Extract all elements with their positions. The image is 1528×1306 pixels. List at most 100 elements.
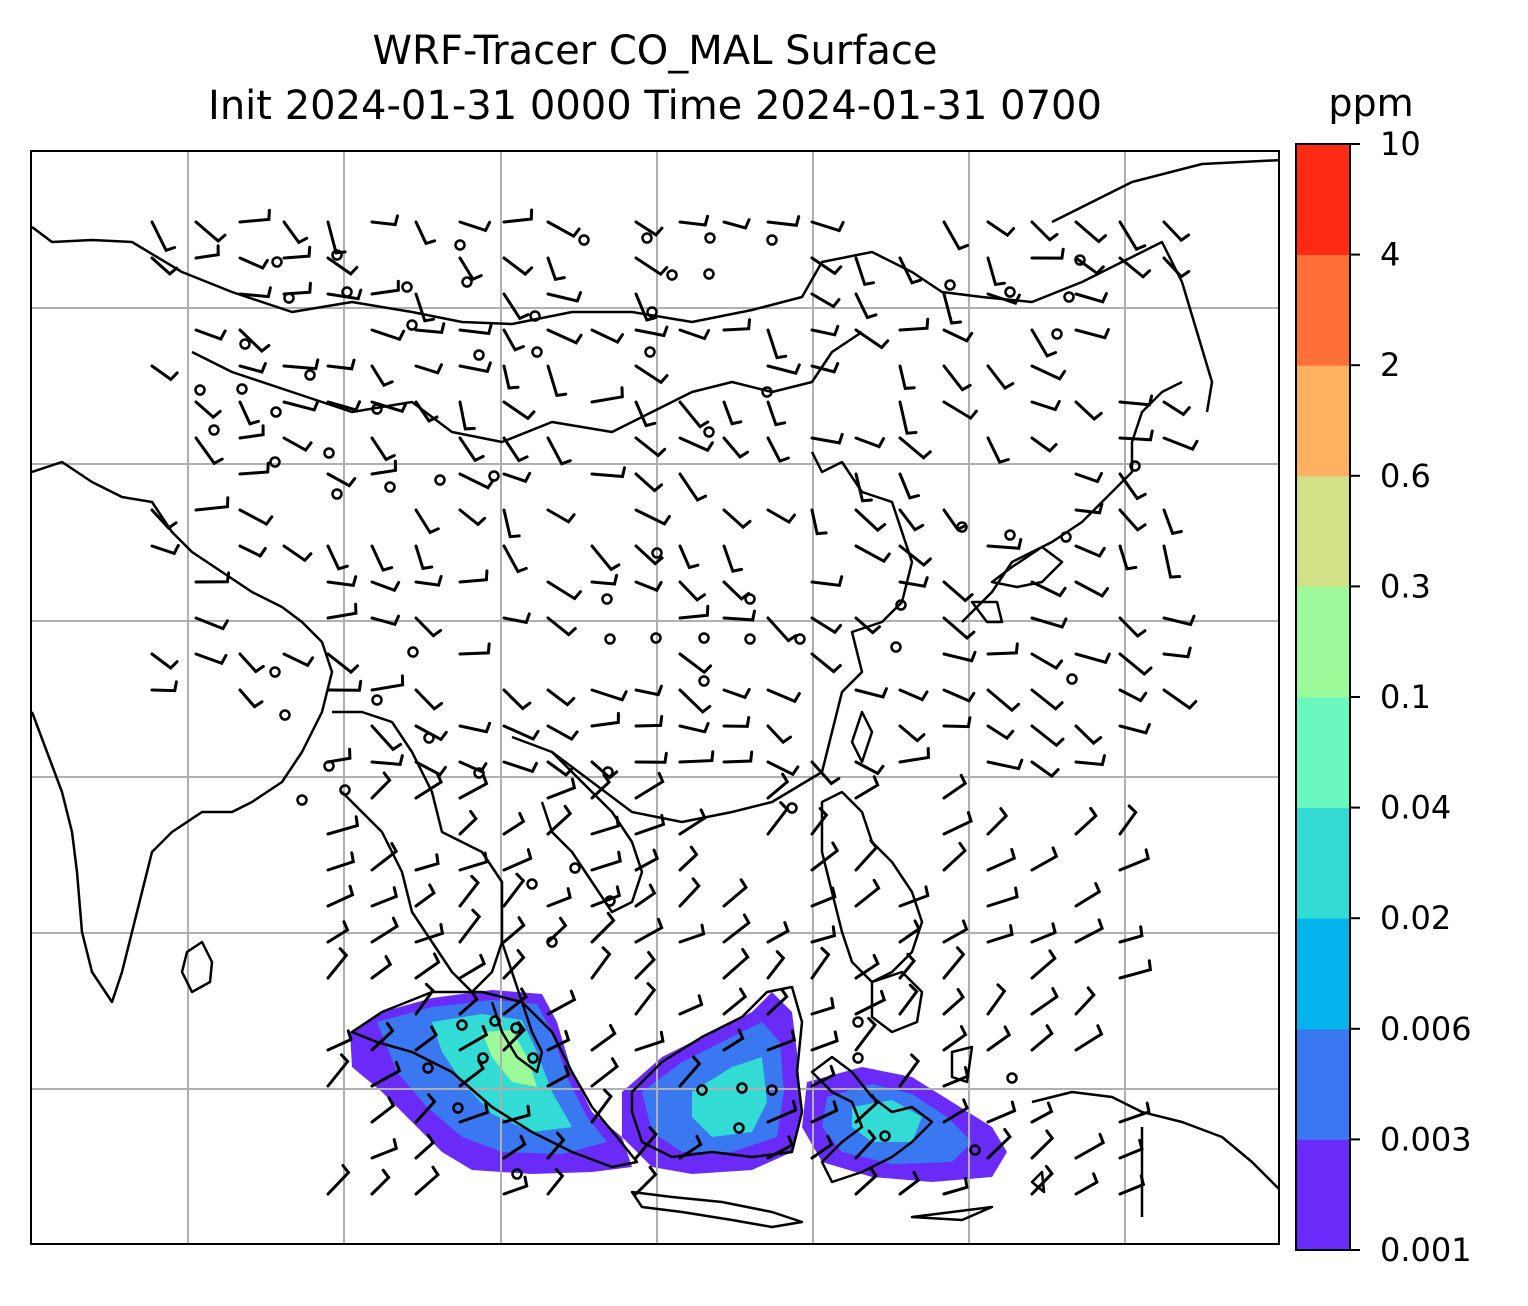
wind-barb — [370, 1022, 395, 1052]
calm-circle — [744, 633, 756, 645]
wind-barb — [282, 281, 312, 296]
wind-barb — [414, 544, 434, 571]
wind-barb — [1074, 292, 1108, 304]
wind-barb — [458, 569, 489, 584]
wind-barb — [810, 292, 841, 309]
coast-vietnam — [540, 751, 644, 914]
wind-barb — [282, 358, 320, 371]
colorbar-ticks: 0.001 0.003 0.006 0.02 0.04 0.1 0.3 0.6 2 4 10 — [1350, 125, 1472, 1269]
wind-barb — [326, 920, 350, 944]
calm-circle — [1060, 531, 1072, 543]
wind-barb — [722, 947, 750, 980]
wind-barb — [766, 1099, 798, 1124]
wind-barb — [898, 983, 919, 1016]
wind-barb — [194, 400, 222, 420]
wind-barb — [1118, 1174, 1146, 1196]
wind-barb — [854, 760, 885, 776]
wind-barb — [1074, 472, 1103, 484]
wind-barb — [370, 459, 398, 476]
wind-barb — [370, 214, 399, 227]
wind-barb — [678, 604, 710, 620]
wind-barb — [1162, 400, 1191, 417]
wind-barb — [458, 990, 479, 1016]
wind-barb — [1074, 986, 1096, 1016]
wind-barb — [986, 848, 1017, 872]
wind-barb — [370, 614, 400, 627]
wind-barb — [1074, 918, 1104, 944]
wind-barb — [810, 1134, 834, 1160]
wind-barb — [1118, 256, 1152, 279]
wind-barb — [634, 771, 665, 800]
wind-barb — [326, 679, 363, 692]
wind-barb — [370, 279, 400, 296]
wind-barb — [722, 716, 751, 728]
colorbar-segment — [1296, 1028, 1350, 1140]
wind-barb — [942, 688, 976, 703]
wind-barb — [986, 436, 1010, 465]
calm-circle — [270, 406, 282, 418]
wind-barb — [986, 924, 1014, 944]
calm-circle — [371, 403, 383, 415]
wind-barb — [590, 1024, 617, 1052]
calm-circle — [384, 481, 396, 493]
calm-circle — [1006, 1072, 1018, 1084]
wind-barb — [678, 328, 711, 341]
wind-barb — [722, 878, 748, 908]
coast-sri-lanka — [180, 940, 214, 994]
wind-barb — [1074, 328, 1110, 340]
wind-barb — [898, 919, 921, 944]
calm-circle — [461, 276, 473, 288]
wind-barb — [678, 580, 706, 602]
wind-barb — [942, 988, 965, 1016]
calm-circle — [304, 369, 316, 381]
wind-barb — [1162, 436, 1199, 451]
wind-barb — [854, 436, 885, 449]
wind-barb — [150, 220, 177, 253]
calm-circle — [703, 426, 715, 438]
colorbar-tick-label: 0.3 — [1380, 567, 1431, 605]
wind-barb — [502, 760, 538, 774]
wind-barb — [722, 987, 748, 1016]
wind-barb — [414, 1093, 437, 1124]
wind-barb — [1074, 882, 1102, 908]
wind-barb — [898, 472, 920, 500]
wind-barb — [458, 851, 489, 872]
wind-barb — [766, 801, 789, 836]
calm-circle — [1004, 529, 1016, 541]
wind-barb — [986, 983, 1007, 1016]
colorbar-segment — [1296, 697, 1350, 809]
wind-barb — [502, 1104, 531, 1124]
wind-barb — [502, 987, 528, 1016]
wind-barb — [766, 1135, 794, 1160]
wind-barb — [1030, 922, 1057, 944]
wind-barb — [150, 256, 179, 276]
wind-barb — [634, 472, 663, 493]
wind-barb — [766, 616, 798, 643]
calm-circle — [422, 1062, 434, 1074]
calm-wind-markers — [194, 232, 1141, 1180]
calm-circle — [569, 862, 581, 874]
wind-barb — [458, 773, 489, 800]
calm-circle — [879, 1130, 891, 1142]
wind-barb — [370, 400, 408, 414]
wind-barb — [1030, 220, 1059, 242]
tracer-patch-borneo-core — [692, 1057, 767, 1137]
calm-circle — [271, 256, 283, 268]
calm-circle — [744, 593, 756, 605]
calm-circle — [1063, 291, 1075, 303]
wind-barb — [854, 953, 880, 980]
colorbar-segment — [1296, 586, 1350, 698]
wind-barb — [590, 911, 616, 944]
wind-barb — [546, 724, 579, 742]
wind-barb — [1030, 1024, 1054, 1052]
wind-barb — [678, 808, 707, 836]
wind-barb — [1074, 1132, 1106, 1160]
wind-barb — [854, 508, 887, 533]
wind-barb — [1074, 1172, 1099, 1196]
wind-barb — [1118, 1101, 1151, 1124]
wind-barb — [634, 325, 669, 338]
colorbar-tick-label: 2 — [1380, 346, 1400, 384]
map-panel[interactable] — [30, 150, 1280, 1245]
wind-barb — [370, 364, 394, 388]
wind-barb — [546, 777, 577, 800]
